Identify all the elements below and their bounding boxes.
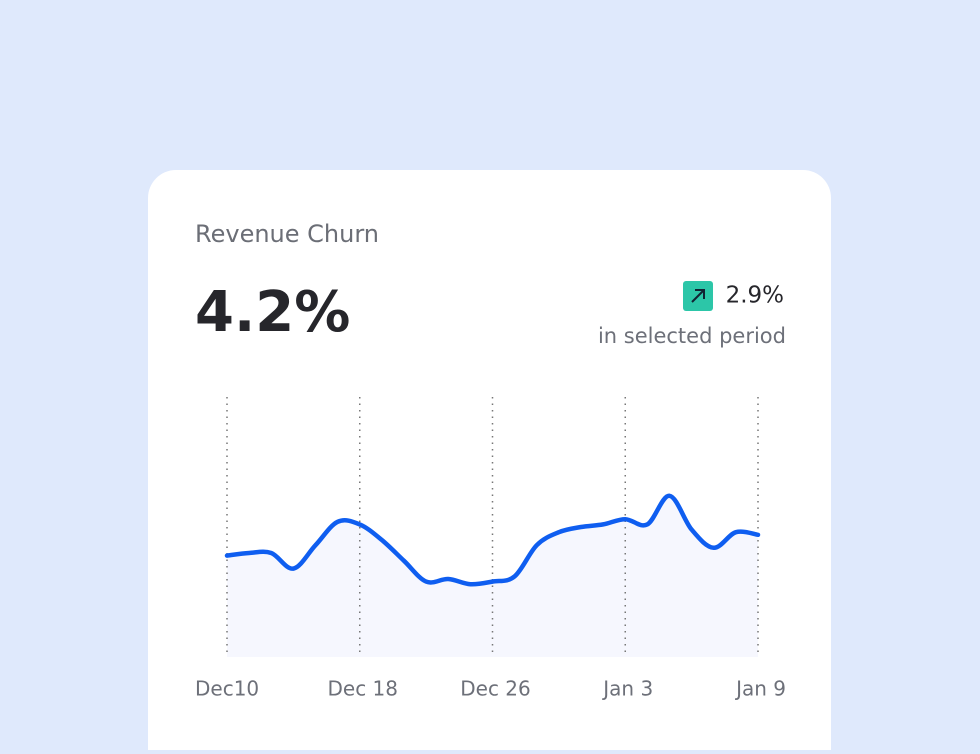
x-tick-label: Jan 9 [734, 677, 786, 701]
x-tick-label: Dec 18 [327, 677, 398, 701]
x-tick-label: Jan 3 [601, 677, 653, 701]
change-caption: in selected period [598, 324, 786, 348]
x-tick-label: Dec10 [195, 677, 259, 701]
arrow-icon [691, 289, 705, 303]
plot: Dec10 Dec 18 Dec 26 Jan 3 Jan 9 [195, 397, 786, 701]
x-tick-label: Dec 26 [460, 677, 531, 701]
metric-value: 4.2% [195, 280, 350, 345]
card-title: Revenue Churn [195, 220, 379, 248]
change-value: 2.9% [726, 283, 784, 309]
card [148, 170, 831, 754]
line [224, 493, 761, 587]
area [227, 495, 758, 657]
